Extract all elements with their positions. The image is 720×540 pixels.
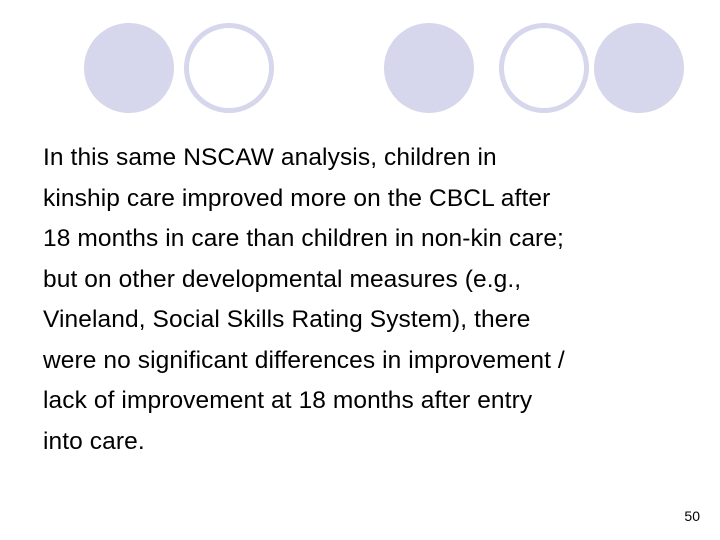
decorative-circle-filled [594, 23, 684, 113]
body-line: into care. [43, 427, 145, 455]
decorative-circle-filled [84, 23, 174, 113]
body-line: In this same NSCAW analysis, children in [43, 144, 497, 171]
body-line: were no significant differences in impro… [43, 346, 565, 374]
decorative-circle-ring [184, 23, 274, 113]
page-number: 50 [684, 508, 700, 524]
body-line: but on other developmental measures (e.g… [43, 265, 522, 293]
slide-body-text: In this same NSCAW analysis, children in… [43, 138, 703, 462]
decorative-circle-filled [384, 23, 474, 113]
body-line: Vineland, Social Skills Rating System), … [43, 306, 531, 333]
body-line: 18 months in care than children in non-k… [43, 225, 564, 252]
decorative-circle-ring [499, 23, 589, 113]
body-line: kinship care improved more on the CBCL a… [43, 184, 551, 212]
body-line: lack of improvement at 18 months after e… [43, 387, 533, 414]
